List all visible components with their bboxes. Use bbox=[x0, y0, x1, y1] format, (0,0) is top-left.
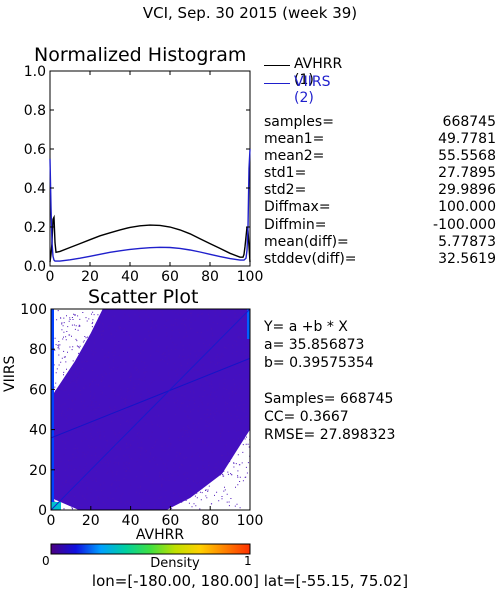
legend-swatch-viirs bbox=[264, 83, 290, 84]
colorbar-label: Density bbox=[150, 556, 200, 571]
scatter-y-axis-label: VIIRS bbox=[2, 355, 18, 392]
regression-cc: CC= 0.3667 bbox=[264, 409, 349, 425]
histogram-x-tick-label: 40 bbox=[121, 269, 139, 285]
scatter-y-tick-label: 80 bbox=[29, 342, 47, 358]
scatter-y-tick-label: 0 bbox=[38, 503, 47, 519]
histogram-x-tick-label: 60 bbox=[161, 269, 179, 285]
scatter-title: Scatter Plot bbox=[88, 286, 199, 308]
stat-value: 49.7781 bbox=[438, 131, 496, 148]
stat-key: mean1= bbox=[264, 131, 325, 148]
stat-value: -100.000 bbox=[433, 216, 496, 233]
stat-value: 5.77873 bbox=[438, 233, 496, 250]
histogram-x-tick-label: 20 bbox=[81, 269, 99, 285]
histogram-title: Normalized Histogram bbox=[34, 44, 247, 66]
scatter-density-corner bbox=[51, 502, 61, 510]
histogram-series-line-2 bbox=[49, 148, 251, 262]
regression-samples: Samples= 668745 bbox=[264, 391, 394, 407]
stat-value: 668745 bbox=[442, 114, 496, 130]
stat-row: Diffmin= -100.000 bbox=[264, 217, 496, 234]
stat-value: 55.5568 bbox=[438, 148, 496, 165]
legend-label-avhrr: AVHRR (1) bbox=[294, 56, 343, 88]
histogram-y-tick-label: 0.0 bbox=[24, 259, 46, 275]
scatter-density-edge-left bbox=[51, 309, 54, 510]
regression-slope: b= 0.39575354 bbox=[264, 355, 374, 371]
scatter-density-edge-right bbox=[247, 309, 250, 339]
histogram-series-line-1 bbox=[49, 214, 251, 263]
stat-value: 27.7895 bbox=[438, 165, 496, 182]
scatter-regression-line bbox=[51, 357, 250, 439]
scatter-identity-line bbox=[51, 309, 250, 510]
stat-row: Diffmax= 100.000 bbox=[264, 199, 496, 216]
regression-panel: Y= a +b * X a= 35.856873 b= 0.39575354 S… bbox=[264, 318, 395, 444]
scatter-x-tick-label: 60 bbox=[161, 513, 179, 529]
scatter-plot: 0 20 40 60 80 100 0 20 40 60 80 100 bbox=[20, 302, 263, 529]
statistics-panel: samples= 668745 mean1= 49.7781 mean2= 55.5568… bbox=[264, 114, 496, 268]
stat-row: mean(diff)= 5.77873 bbox=[264, 234, 496, 251]
scatter-y-tick-label: 100 bbox=[20, 302, 47, 318]
scatter-frame bbox=[50, 308, 251, 511]
stat-key: Diffmax= bbox=[264, 199, 331, 216]
stat-value: 100.000 bbox=[438, 199, 496, 216]
scatter-y-tick-label: 60 bbox=[29, 382, 47, 398]
region-bounds: lon=[-180.00, 180.00] lat=[-55.15, 75.02… bbox=[91, 572, 409, 590]
stat-key: samples= bbox=[264, 114, 334, 130]
page-title: VCI, Sep. 30 2015 (week 39) bbox=[142, 4, 358, 22]
scatter-x-tick-label: 100 bbox=[237, 513, 264, 529]
stat-key: stddev(diff)= bbox=[264, 250, 357, 267]
scatter-points bbox=[51, 309, 250, 510]
scatter-x-tick-label: 40 bbox=[122, 513, 140, 529]
histogram-y-tick-label: 0.6 bbox=[24, 142, 46, 158]
stat-row: mean2= 55.5568 bbox=[264, 148, 496, 165]
histogram-y-tick-label: 1.0 bbox=[24, 64, 46, 80]
stat-key: mean2= bbox=[264, 148, 325, 165]
stat-key: std1= bbox=[264, 165, 307, 182]
colorbar-min-label: 0 bbox=[42, 554, 50, 568]
histogram-y-tick-label: 0.4 bbox=[24, 181, 46, 197]
regression-rmse: RMSE= 27.898323 bbox=[264, 427, 396, 443]
histogram-x-tick-label: 0 bbox=[46, 269, 55, 285]
scatter-x-tick-label: 0 bbox=[47, 513, 56, 529]
scatter-x-tick-label: 80 bbox=[201, 513, 219, 529]
stat-row: mean1= 49.7781 bbox=[264, 131, 496, 148]
stat-row: samples= 668745 bbox=[264, 114, 496, 131]
histogram-x-tick-label: 80 bbox=[201, 269, 219, 285]
legend-swatch-avhrr bbox=[264, 65, 290, 66]
regression-equation: Y= a +b * X bbox=[264, 319, 348, 335]
scatter-x-axis-label: AVHRR bbox=[135, 527, 185, 543]
histogram-plot: 0 20 40 60 80 100 0.0 0.2 0.4 0.6 0.8 1.0 bbox=[24, 64, 264, 285]
stat-row: std2= 29.9896 bbox=[264, 182, 496, 199]
histogram-y-tick-label: 0.8 bbox=[24, 103, 46, 119]
scatter-density-cloud bbox=[51, 309, 250, 510]
colorbar bbox=[50, 543, 251, 555]
stat-key: mean(diff)= bbox=[264, 233, 349, 250]
scatter-y-tick-label: 40 bbox=[29, 423, 47, 439]
scatter-y-tick-label: 20 bbox=[29, 463, 47, 479]
histogram-y-tick-label: 0.2 bbox=[24, 220, 46, 236]
stat-value: 29.9896 bbox=[438, 182, 496, 199]
scatter-x-tick-label: 20 bbox=[82, 513, 100, 529]
histogram-x-tick-label: 100 bbox=[237, 269, 264, 285]
colorbar-max-label: 1 bbox=[244, 554, 252, 568]
stat-row: std1= 27.7895 bbox=[264, 165, 496, 182]
stat-value: 32.5619 bbox=[438, 250, 496, 267]
stat-key: std2= bbox=[264, 182, 307, 199]
legend-label-viirs: VIIRS (2) bbox=[294, 74, 331, 106]
stat-key: Diffmin= bbox=[264, 216, 327, 233]
colorbar-gradient bbox=[50, 543, 251, 555]
stat-row: stddev(diff)= 32.5619 bbox=[264, 251, 496, 268]
regression-intercept: a= 35.856873 bbox=[264, 337, 365, 353]
histogram-frame bbox=[49, 70, 251, 267]
